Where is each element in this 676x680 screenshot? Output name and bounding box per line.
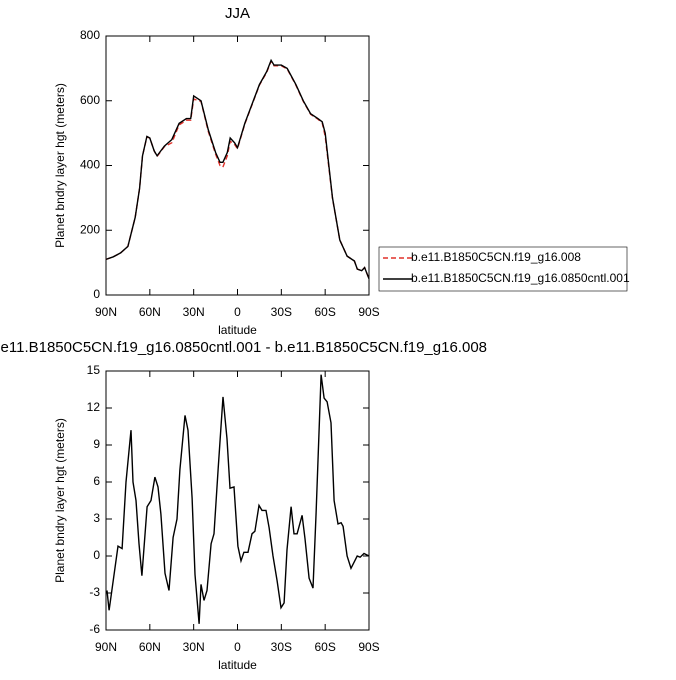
legend-box <box>378 246 628 292</box>
x-tick-label: 60N <box>139 305 161 319</box>
x-tick-label: 60S <box>314 640 335 654</box>
y-tick-label: 600 <box>80 93 100 107</box>
y-tick-label: 12 <box>87 400 101 414</box>
x-tick-label: 0 <box>234 640 241 654</box>
y-tick-label: 9 <box>93 437 100 451</box>
plot-frame <box>105 370 370 631</box>
chart-title: JJA <box>225 5 250 22</box>
y-tick-label: 0 <box>93 548 100 562</box>
y-tick-label: 800 <box>80 28 100 42</box>
legend-label: b.e11.B1850C5CN.f19_g16.008 <box>411 250 581 264</box>
y-tick-label: -6 <box>89 622 100 636</box>
x-tick-label: 90S <box>358 640 379 654</box>
x-tick-label: 60S <box>314 305 335 319</box>
x-tick-label: 30N <box>183 640 205 654</box>
series-line <box>105 58 370 280</box>
y-tick-label: 200 <box>80 222 100 236</box>
legend-label: b.e11.B1850C5CN.f19_g16.0850cntl.001 <box>411 271 630 285</box>
chart-title: b.e11.B1850C5CN.f19_g16.0850cntl.001 - b… <box>0 339 487 356</box>
x-tick-label: 90N <box>95 640 117 654</box>
x-tick-label: 30S <box>271 305 292 319</box>
y-tick-label: 3 <box>93 511 100 525</box>
x-tick-label: 90N <box>95 305 117 319</box>
x-tick-label: 30S <box>271 640 292 654</box>
x-tick-label: 90S <box>358 305 379 319</box>
x-tick-label: 60N <box>139 640 161 654</box>
x-tick-label: 30N <box>183 305 205 319</box>
plot-frame <box>105 35 370 296</box>
series-line <box>106 374 370 624</box>
x-axis-label: latitude <box>218 658 257 672</box>
x-tick-label: 0 <box>234 305 241 319</box>
y-tick-label: 6 <box>93 474 100 488</box>
y-tick-label: 15 <box>87 363 101 377</box>
y-axis-label: Planet bndry layer hgt (meters) <box>53 418 67 583</box>
y-tick-label: 0 <box>93 287 100 301</box>
y-tick-label: 400 <box>80 158 100 172</box>
y-axis-label: Planet bndry layer hgt (meters) <box>53 83 67 248</box>
x-axis-label: latitude <box>218 323 257 337</box>
y-tick-label: -3 <box>89 585 100 599</box>
